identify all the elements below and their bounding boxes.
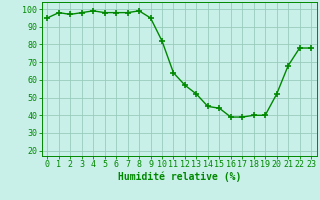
X-axis label: Humidité relative (%): Humidité relative (%): [117, 172, 241, 182]
